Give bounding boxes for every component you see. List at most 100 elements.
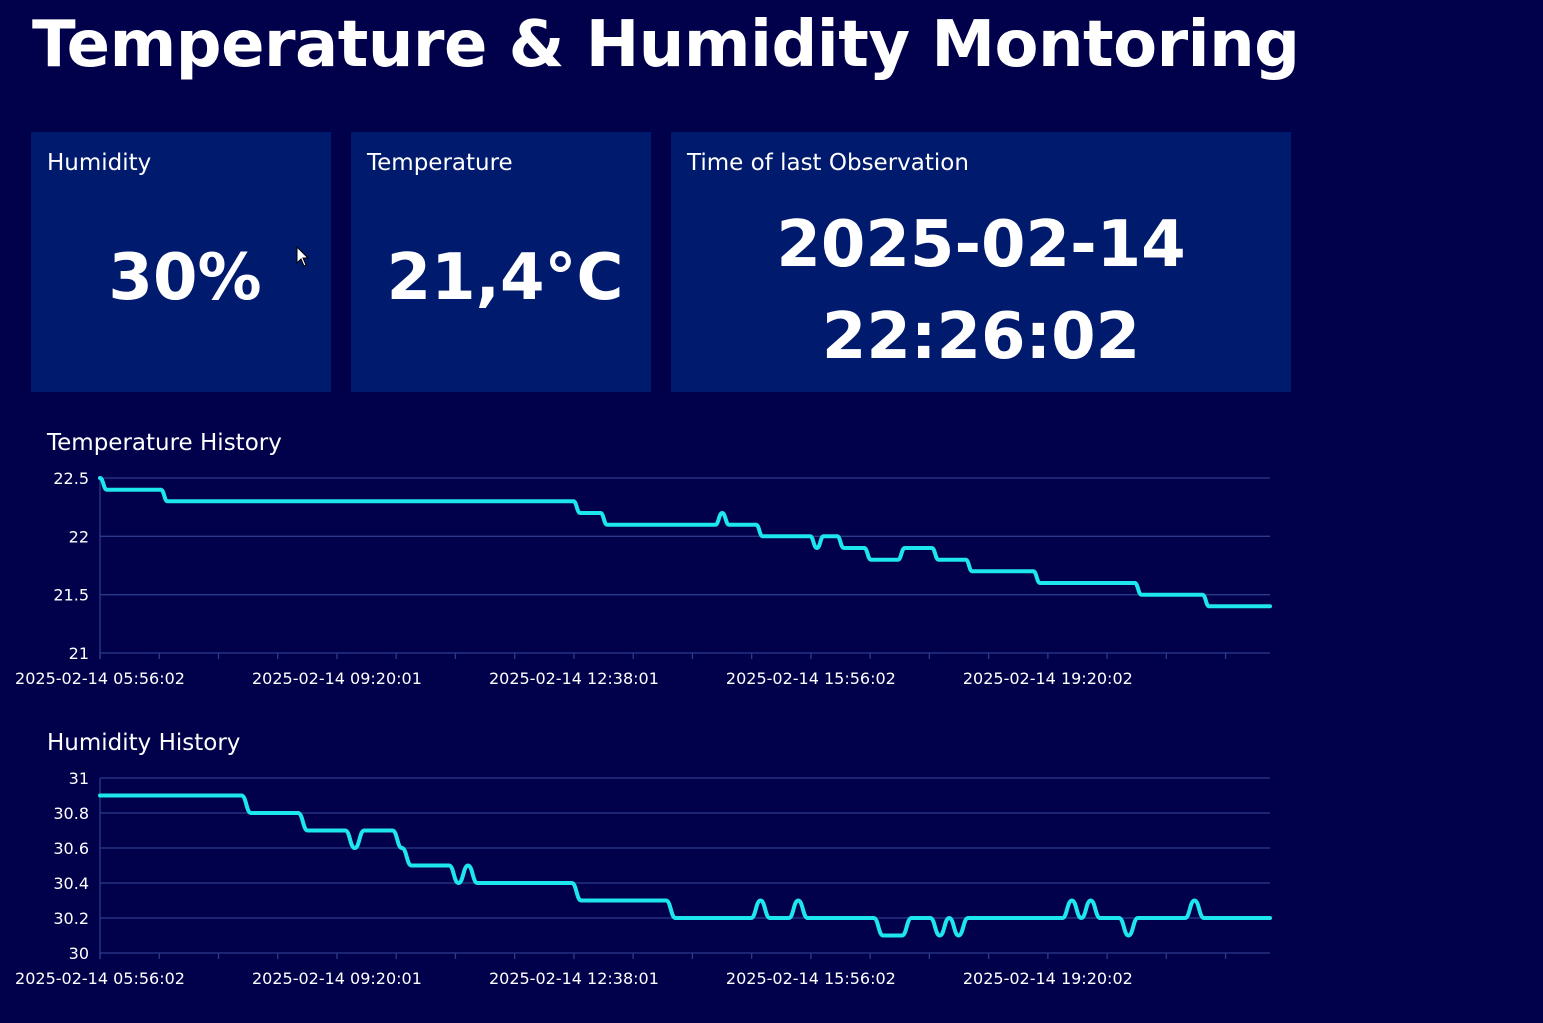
temperature-data-point [1106,581,1110,585]
temperature-data-point [822,534,826,538]
temperature-data-point [565,499,569,503]
humidity-x-tick-label: 2025-02-14 09:20:01 [252,969,422,988]
temperature-data-point [1052,581,1056,585]
temperature-x-tick-label: 2025-02-14 09:20:01 [252,669,422,688]
humidity-data-point [1259,916,1263,920]
humidity-data-point [513,881,517,885]
humidity-data-point [447,863,451,868]
temperature-data-point [1268,604,1272,608]
humidity-data-point [834,916,838,920]
humidity-data-point [740,916,744,920]
temperature-data-point [1146,593,1150,597]
temperature-data-point [172,499,176,503]
temperature-data-point [970,569,975,573]
temperature-data-point [1207,604,1211,608]
humidity-data-point [1230,916,1234,920]
temperature-data-point [517,499,521,503]
temperature-data-point [592,511,596,515]
temperature-data-point [294,499,298,503]
temperature-data-point [362,499,366,503]
temperature-data-point [544,499,549,503]
humidity-data-point [155,793,159,798]
temperature-data-point [713,523,718,527]
humidity-data-point [815,916,819,920]
humidity-data-point [692,916,697,920]
humidity-data-point [872,916,876,920]
humidity-data-point [428,863,432,868]
temperature-data-point [1045,581,1049,585]
humidity-data-point [541,881,546,885]
humidity-data-point [221,793,225,798]
humidity-data-point [787,916,791,920]
humidity-y-tick-label: 31 [69,769,89,788]
temperature-data-point [1221,604,1225,608]
humidity-series-line [98,793,1272,938]
temperature-data-point [497,499,501,503]
temperature-data-point [1167,593,1171,597]
temperature-data-point [1018,569,1022,573]
humidity-y-tick-label: 30 [69,944,89,963]
temperature-data-point [504,499,508,503]
humidity-data-point [909,916,914,920]
temperature-y-tick-label: 21 [69,644,89,663]
temperature-data-point [571,499,576,503]
temperature-data-point [531,499,535,503]
humidity-data-point [277,811,281,815]
temperature-x-tick-label: 2025-02-14 19:20:02 [963,669,1133,688]
humidity-data-point [268,811,272,815]
temperature-data-point [943,558,948,562]
humidity-history-chart: 30 30.2 30.4 30.6 30.8 31 2025-02-14 05:56:02 2… [15,769,1272,988]
humidity-data-point [938,933,942,938]
humidity-data-point [1164,916,1168,920]
temperature-data-point [1241,604,1245,608]
temperature-data-point [740,523,745,527]
temperature-data-point [368,499,373,503]
humidity-data-point [1079,916,1083,920]
temperature-history-chart: 21 21.5 22 22.5 2025-02-14 05:56:02 2025-02-1… [15,469,1272,688]
temperature-data-point [111,488,116,492]
humidity-data-point [390,828,395,833]
temperature-data-point [1031,569,1035,573]
humidity-data-point [1136,916,1140,920]
temperature-data-point [862,546,866,550]
humidity-data-point [891,933,895,938]
temperature-data-point [1153,593,1157,597]
humidity-data-point [1013,916,1017,920]
temperature-data-point [984,569,988,573]
humidity-y-tick-label: 30.4 [53,874,89,893]
temperature-data-point [1261,604,1265,608]
humidity-data-point [164,793,168,798]
temperature-x-tick-label: 2025-02-14 05:56:02 [15,669,185,688]
temperature-data-point [855,546,860,550]
humidity-data-point [551,881,555,885]
temperature-data-point [1092,581,1096,585]
temperature-data-point [179,499,183,503]
temperature-data-point [1112,581,1117,585]
humidity-data-point [796,898,800,903]
temperature-data-point [1180,593,1184,597]
humidity-data-point [343,828,347,833]
humidity-data-point [362,828,366,833]
temperature-data-point [281,499,285,503]
humidity-data-point [1240,916,1244,920]
humidity-data-point [1174,916,1178,920]
temperature-data-point [835,534,839,538]
humidity-data-point [1183,916,1187,920]
temperature-data-point [1214,604,1218,608]
temperature-data-point [795,534,799,538]
temperature-data-point [483,499,488,503]
humidity-data-point [919,916,923,920]
humidity-data-point [683,916,687,920]
temperature-series-line [98,476,1272,609]
humidity-data-point [372,828,376,833]
temperature-data-point [680,523,684,527]
temperature-data-point [375,499,379,503]
temperature-data-point [423,499,427,503]
temperature-data-point [605,523,609,527]
humidity-data-point [768,916,772,920]
humidity-data-point [957,933,961,938]
temperature-data-point [761,534,765,538]
temperature-data-point [910,546,914,550]
temperature-data-point [774,534,778,538]
